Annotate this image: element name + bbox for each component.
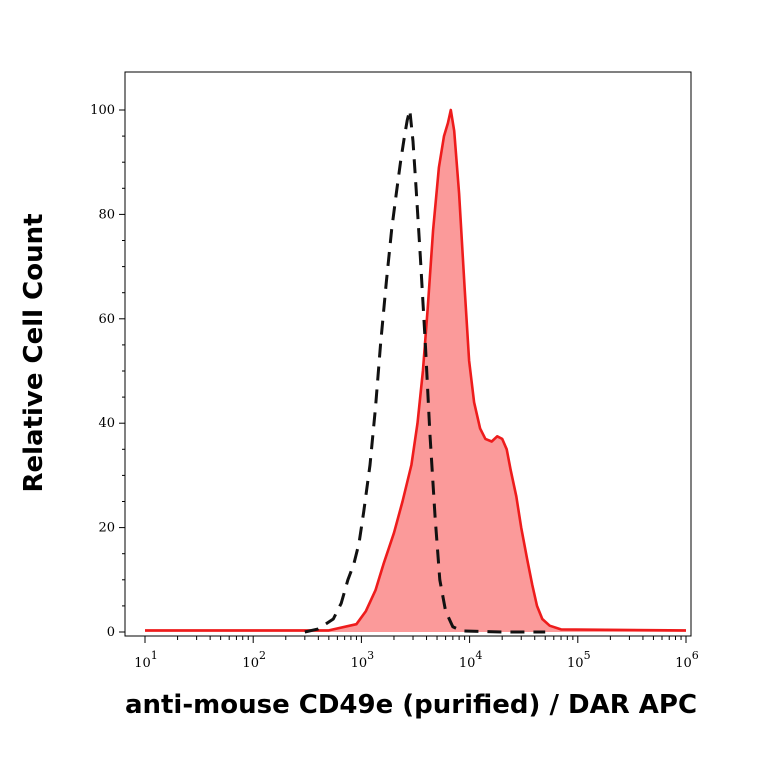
y-tick-label: 80 bbox=[98, 207, 115, 222]
series-line-0 bbox=[145, 108, 687, 632]
y-tick-label: 20 bbox=[98, 521, 115, 536]
y-axis-title: Relative Cell Count bbox=[19, 213, 49, 492]
y-tick-label: 60 bbox=[98, 312, 115, 327]
x-tick-label: 102 bbox=[242, 649, 266, 671]
x-axis-title: anti-mouse CD49e (purified) / DAR APC bbox=[125, 690, 697, 720]
x-tick-label: 106 bbox=[675, 649, 699, 671]
plot-frame bbox=[124, 71, 692, 637]
y-tick-label: 0 bbox=[107, 625, 115, 640]
x-tick-label: 103 bbox=[351, 649, 375, 671]
series-fill-0 bbox=[145, 110, 686, 632]
x-tick-label: 105 bbox=[567, 649, 591, 671]
axes: 0 20 40 60 80 100 101 102 103 104 105 106 bbox=[90, 71, 699, 671]
x-tick-label: 101 bbox=[134, 649, 158, 671]
y-tick-label: 40 bbox=[98, 416, 115, 431]
x-tick-label: 104 bbox=[459, 649, 483, 671]
series-line-1 bbox=[304, 108, 546, 634]
y-tick-label: 100 bbox=[90, 103, 115, 118]
plot-area bbox=[145, 108, 687, 634]
